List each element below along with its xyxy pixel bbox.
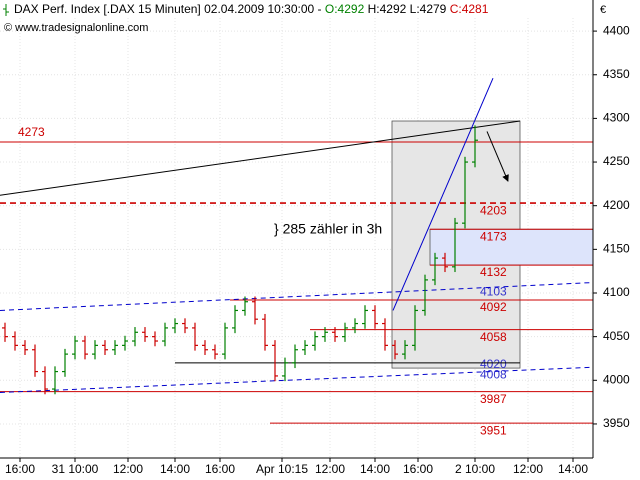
level-label: 4132 bbox=[480, 265, 507, 279]
zone bbox=[429, 228, 594, 266]
plot-area: 4273 4203 4173 4132 4092 4058 3987 3951 4103 4020… bbox=[0, 18, 594, 458]
x-tick-label: 14:00 bbox=[160, 462, 190, 476]
x-tick-label: 16:00 bbox=[5, 462, 35, 476]
x-tick-label: 14:00 bbox=[360, 462, 390, 476]
level-label: 3951 bbox=[480, 423, 507, 437]
y-tick-label: 4400 bbox=[603, 23, 630, 37]
trend-line bbox=[392, 78, 494, 311]
chart-header: DAX Perf. Index [.DAX 15 Minuten] 02.04.… bbox=[14, 2, 489, 16]
y-tick-label: 3950 bbox=[603, 416, 630, 430]
x-tick-label: 12:00 bbox=[513, 462, 543, 476]
chart-icon bbox=[3, 4, 9, 16]
level-label: 4173 bbox=[480, 229, 507, 243]
level-label: 3987 bbox=[480, 392, 507, 406]
level-label: 4092 bbox=[480, 300, 507, 314]
y-tick-label: 4350 bbox=[603, 67, 630, 81]
y-tick-label: 4050 bbox=[603, 329, 630, 343]
y-tick-label: 4300 bbox=[603, 111, 630, 125]
trend-line bbox=[0, 120, 521, 196]
open-value: O:4292 bbox=[325, 2, 365, 16]
price-label: 4020 bbox=[480, 357, 507, 371]
arrow bbox=[486, 131, 509, 182]
x-tick-label: 2 10:00 bbox=[455, 462, 495, 476]
level-label: 4203 bbox=[480, 203, 507, 217]
high-value: H:4292 bbox=[368, 2, 407, 16]
x-tick-label: 14:00 bbox=[558, 462, 588, 476]
price-label: 4103 bbox=[480, 285, 507, 299]
chart-title: DAX Perf. Index [.DAX 15 Minuten] 02.04.… bbox=[14, 2, 322, 16]
currency: € bbox=[600, 4, 606, 16]
source: © www.tradesignalonline.com bbox=[4, 22, 148, 34]
y-tick-label: 4200 bbox=[603, 198, 630, 212]
x-tick-label: 16:00 bbox=[205, 462, 235, 476]
annotation: } 285 zähler in 3h bbox=[274, 221, 382, 237]
y-tick-label: 4250 bbox=[603, 154, 630, 168]
y-tick-label: 4150 bbox=[603, 242, 630, 256]
level-label: 4058 bbox=[480, 330, 507, 344]
price-label: 4008 bbox=[480, 367, 507, 381]
low-value: L:4279 bbox=[410, 2, 447, 16]
x-tick-label: 16:00 bbox=[403, 462, 433, 476]
x-tick-label: Apr 10:15 bbox=[256, 462, 308, 476]
y-tick-label: 4100 bbox=[603, 285, 630, 299]
x-tick-label: 31 10:00 bbox=[52, 462, 99, 476]
x-tick-label: 12:00 bbox=[113, 462, 143, 476]
close-value: C:4281 bbox=[450, 2, 489, 16]
x-tick-label: 12:00 bbox=[315, 462, 345, 476]
level-label: 4273 bbox=[18, 125, 45, 139]
y-tick-label: 4000 bbox=[603, 372, 630, 386]
